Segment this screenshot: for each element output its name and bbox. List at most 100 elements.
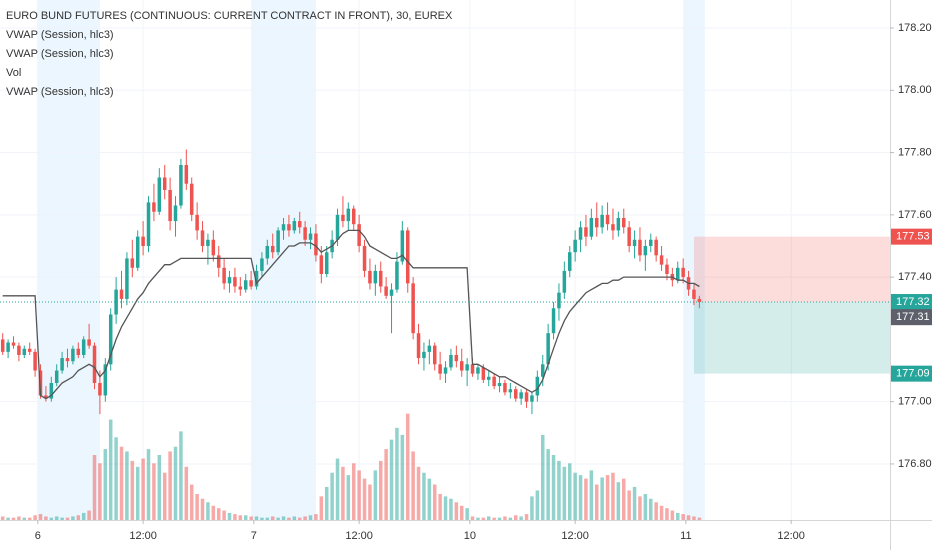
candle-body bbox=[233, 277, 237, 287]
candle-body bbox=[265, 245, 270, 259]
candle-body bbox=[270, 245, 275, 253]
volume-bar bbox=[632, 486, 637, 520]
volume-bar bbox=[270, 516, 275, 520]
volume-bar bbox=[605, 475, 610, 520]
volume-bar bbox=[546, 449, 550, 520]
y-tick-label: 178.20 bbox=[898, 22, 932, 34]
x-tick-label: 12:00 bbox=[777, 530, 805, 542]
candle-body bbox=[432, 345, 437, 365]
candle-body bbox=[622, 217, 626, 228]
candle-body bbox=[368, 270, 372, 284]
candle-body bbox=[486, 376, 491, 380]
x-tick-label: 11 bbox=[680, 530, 691, 542]
candle-body bbox=[449, 354, 453, 368]
candle-body bbox=[632, 239, 637, 246]
candle-body bbox=[335, 214, 340, 240]
candle-body bbox=[195, 214, 199, 231]
volume-bar bbox=[254, 516, 259, 520]
volume-bar bbox=[508, 517, 513, 520]
candle-body bbox=[76, 348, 81, 355]
volume-bar bbox=[184, 466, 189, 520]
candle-body bbox=[524, 392, 529, 402]
volume-bar bbox=[44, 516, 48, 520]
volume-bar bbox=[324, 486, 329, 520]
volume-bar bbox=[216, 508, 221, 520]
volume-bar bbox=[551, 455, 556, 520]
volume-bar bbox=[243, 515, 248, 520]
candle-body bbox=[497, 382, 502, 387]
volume-bar bbox=[567, 463, 572, 520]
x-tick-label: 10 bbox=[464, 530, 476, 542]
candle-body bbox=[465, 364, 469, 371]
candle-body bbox=[535, 376, 540, 396]
price-tag-label: 177.53 bbox=[896, 231, 930, 243]
volume-bar bbox=[378, 460, 383, 520]
candle-body bbox=[649, 239, 653, 246]
candle-body bbox=[141, 236, 145, 246]
x-tick-label: 12:00 bbox=[561, 530, 589, 542]
candle-body bbox=[179, 165, 183, 206]
candle-body bbox=[503, 382, 507, 393]
volume-bar bbox=[319, 496, 324, 520]
candle-body bbox=[0, 339, 5, 352]
volume-bar bbox=[276, 517, 280, 520]
candle-body bbox=[98, 382, 102, 396]
volume-bar bbox=[238, 515, 243, 520]
indicator-label: Vol bbox=[6, 67, 21, 79]
candle-body bbox=[33, 351, 37, 371]
candle-body bbox=[395, 261, 399, 290]
candle-body bbox=[476, 367, 480, 374]
volume-bar bbox=[287, 517, 291, 520]
volume-bar bbox=[643, 494, 648, 520]
volume-bar bbox=[432, 484, 437, 520]
volume-bar bbox=[465, 508, 469, 520]
candle-body bbox=[341, 214, 345, 222]
candle-body bbox=[314, 233, 318, 256]
volume-bar bbox=[535, 490, 540, 520]
volume-bar bbox=[114, 437, 118, 520]
candle-body bbox=[594, 217, 599, 228]
volume-bar bbox=[98, 463, 102, 520]
candle-body bbox=[297, 221, 302, 228]
volume-bar bbox=[281, 516, 286, 520]
volume-bar bbox=[427, 478, 432, 520]
volume-bar bbox=[119, 446, 124, 520]
volume-bar bbox=[519, 516, 523, 520]
volume-bar bbox=[670, 510, 675, 520]
candle-body bbox=[438, 364, 442, 374]
volume-bar bbox=[443, 496, 448, 520]
volume-bar bbox=[459, 505, 464, 520]
y-tick-label: 177.80 bbox=[898, 146, 932, 158]
candle-body bbox=[173, 205, 178, 222]
candle-body bbox=[92, 345, 97, 383]
volume-bar bbox=[405, 413, 410, 520]
volume-bar bbox=[195, 494, 199, 520]
candle-body bbox=[584, 227, 588, 237]
candle-body bbox=[654, 239, 658, 256]
candle-body bbox=[643, 245, 648, 256]
volume-bar bbox=[135, 466, 140, 520]
candle-body bbox=[11, 342, 16, 346]
volume-bar bbox=[557, 460, 561, 520]
price-tag bbox=[891, 228, 932, 245]
x-tick-label: 12:00 bbox=[129, 530, 157, 542]
candle-body bbox=[697, 298, 702, 303]
volume-bar bbox=[152, 463, 156, 520]
candle-body bbox=[357, 224, 361, 246]
candle-body bbox=[589, 217, 594, 237]
candle-body bbox=[44, 395, 48, 399]
candle-body bbox=[513, 389, 518, 399]
volume-bar bbox=[481, 517, 486, 520]
x-tick-label: 7 bbox=[251, 530, 257, 542]
volume-bar bbox=[616, 482, 621, 520]
volume-bar bbox=[389, 439, 394, 520]
candle-body bbox=[81, 339, 86, 355]
candle-body bbox=[38, 370, 43, 396]
volume-bar bbox=[513, 515, 518, 520]
volume-bar bbox=[76, 515, 81, 520]
candle-body bbox=[627, 227, 631, 246]
y-tick-label: 178.00 bbox=[898, 84, 932, 96]
volume-bar bbox=[654, 502, 658, 520]
candle-body bbox=[378, 270, 383, 287]
price-tag bbox=[891, 294, 932, 311]
